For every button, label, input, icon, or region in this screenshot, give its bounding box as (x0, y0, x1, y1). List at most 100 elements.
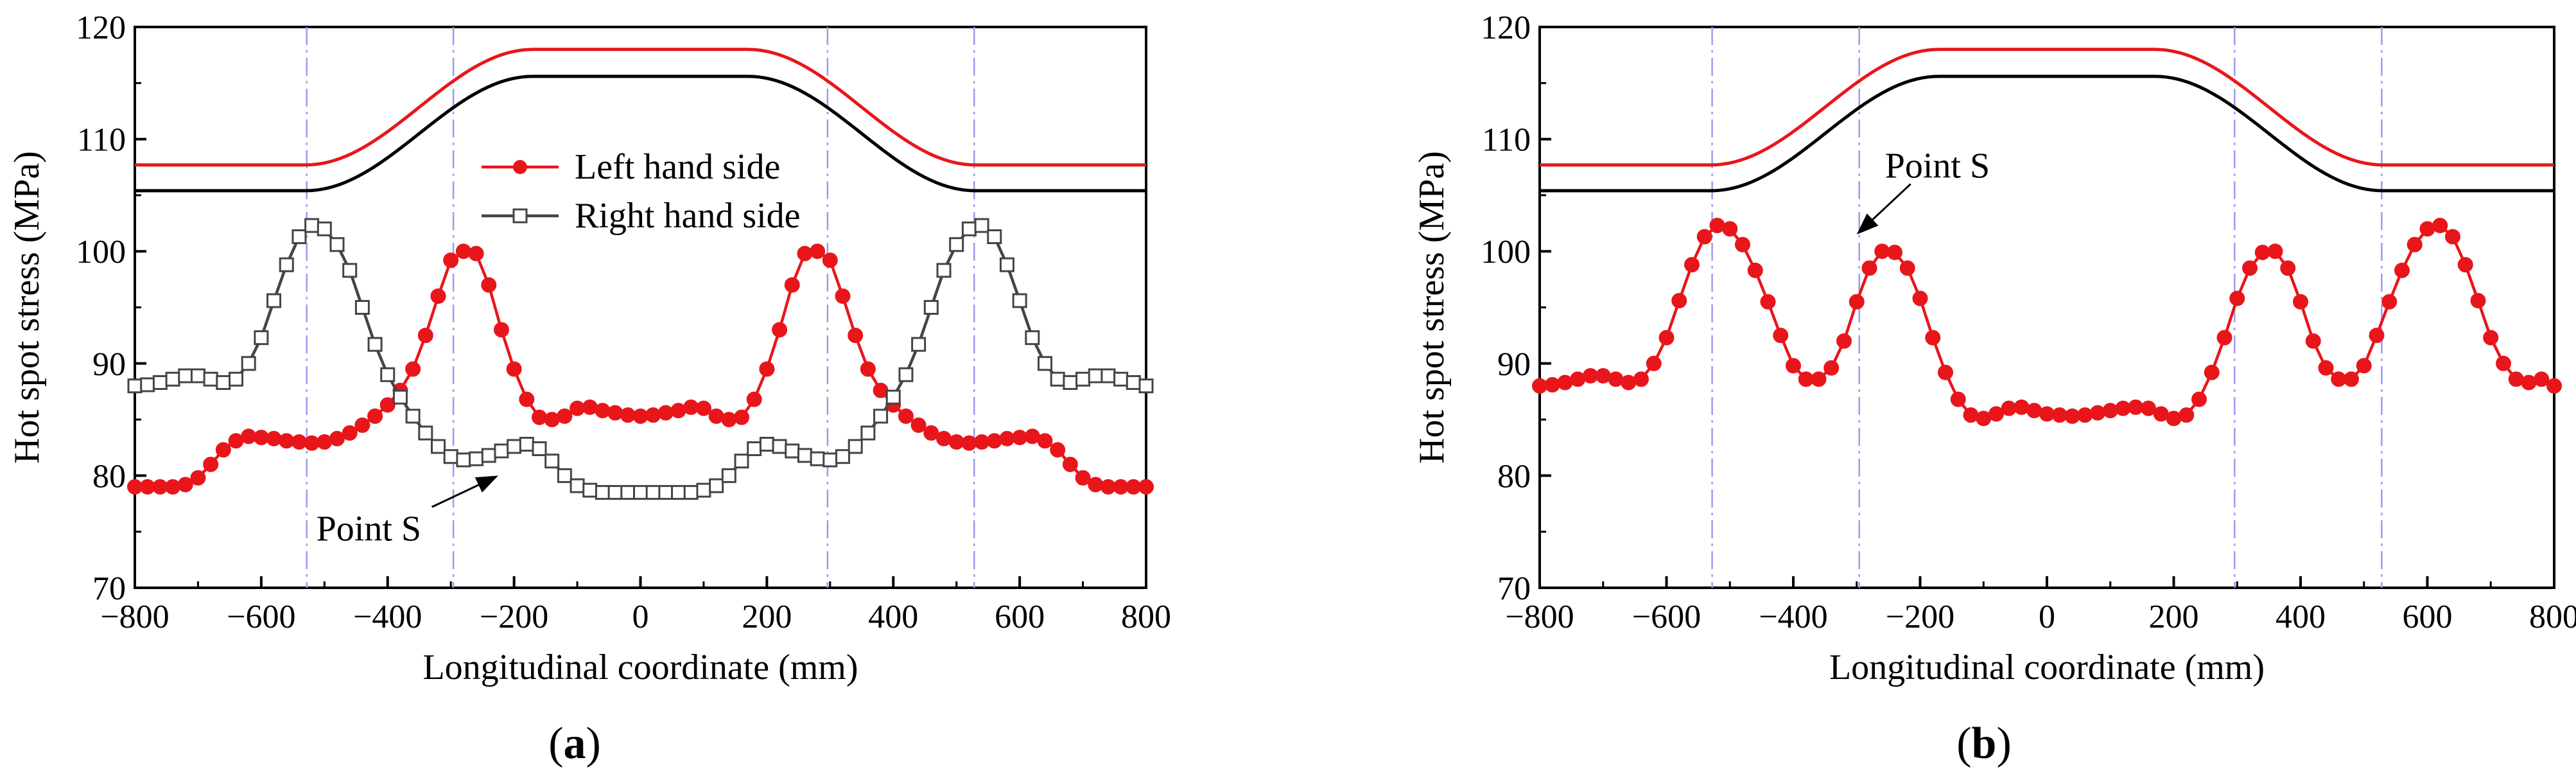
data-point (2470, 293, 2486, 309)
x-tick-label: 600 (2403, 599, 2453, 635)
data-point (1113, 371, 1129, 387)
data-point (354, 417, 370, 433)
schematic-line-red (135, 48, 1146, 167)
data-point (1747, 262, 1763, 278)
data-point (2102, 403, 2118, 419)
data-point (986, 433, 1002, 449)
annotation-arrowhead (1856, 213, 1879, 235)
data-point (911, 337, 927, 352)
data-point (1088, 477, 1104, 493)
data-point (2179, 407, 2195, 423)
data-point (1583, 368, 1598, 384)
chart-panel-b: −800 −600 −400 −200 0 200 400 600 800 70 80 90 100 11… (1412, 10, 2576, 768)
data-point (2001, 400, 2017, 416)
data-point (2305, 333, 2321, 349)
data-point (683, 485, 699, 500)
data-point (2521, 375, 2537, 391)
y-tick-label: 110 (77, 122, 126, 159)
data-point (1025, 330, 1040, 346)
y-tick-label: 100 (1481, 234, 1531, 270)
schematic-line-black (1540, 75, 2554, 193)
x-tick-label: −200 (480, 599, 548, 635)
data-point (266, 430, 282, 446)
data-point (468, 245, 484, 261)
data-point (469, 451, 484, 466)
data-point (1646, 355, 1662, 371)
data-point (2331, 371, 2347, 387)
data-point (1735, 236, 1750, 252)
data-point (2166, 410, 2182, 427)
data-point (481, 277, 497, 293)
y-tick-label: 90 (92, 346, 126, 383)
data-point (165, 371, 180, 387)
data-point (1038, 356, 1052, 371)
data-point (2508, 371, 2524, 387)
data-point (670, 403, 686, 419)
data-point (229, 371, 243, 387)
data-point (254, 330, 269, 346)
data-point (2090, 405, 2105, 421)
series-right-hand-side (127, 218, 1154, 500)
data-point (2432, 218, 2448, 234)
y-tick-label: 70 (1497, 570, 1531, 607)
schematic-line-black (135, 75, 1146, 193)
data-point (948, 434, 964, 450)
data-point (1126, 375, 1141, 390)
x-tick-label: −600 (227, 599, 295, 635)
data-point (2191, 391, 2207, 407)
data-point (557, 468, 572, 483)
data-point (2318, 360, 2334, 376)
data-point (2406, 236, 2423, 252)
y-tick-label: 120 (1481, 10, 1531, 46)
data-point (1976, 410, 1992, 427)
data-point (595, 485, 610, 500)
data-point (961, 221, 977, 236)
data-point (342, 263, 358, 278)
data-point (2356, 358, 2372, 374)
point-s-annotation: Point S (1856, 146, 1990, 235)
data-point (279, 433, 295, 449)
data-point (532, 409, 547, 425)
data-point (810, 451, 825, 466)
data-point (2128, 399, 2144, 415)
data-point (1633, 371, 1649, 387)
data-point (772, 322, 788, 338)
schematic-line-red (1540, 48, 2554, 167)
data-point (2293, 294, 2308, 310)
data-point (2229, 290, 2245, 306)
data-point (2381, 294, 2398, 310)
data-point (2242, 260, 2258, 276)
annotation-arrow (1872, 183, 1911, 220)
data-point (317, 434, 333, 450)
data-point (1063, 375, 1078, 390)
data-point (657, 405, 674, 421)
data-point (1050, 442, 1066, 458)
data-point (379, 397, 396, 413)
panel-label: (b) (1956, 719, 2012, 768)
data-point (709, 478, 724, 493)
data-point (582, 482, 598, 498)
data-point (873, 409, 889, 424)
data-point (367, 337, 383, 352)
data-point (1811, 371, 1827, 387)
data-point (544, 454, 560, 469)
data-point (1696, 229, 1712, 245)
data-point (2457, 257, 2473, 273)
data-point (1557, 375, 1573, 391)
data-point (532, 441, 547, 456)
data-point (885, 389, 901, 405)
data-point (2254, 244, 2270, 260)
data-point (456, 452, 471, 468)
data-point (493, 322, 509, 338)
plot-frame (1538, 26, 2555, 589)
data-point (2153, 406, 2169, 422)
data-point (632, 408, 648, 424)
data-point (1101, 368, 1116, 384)
data-point (1912, 290, 1928, 306)
data-point (1925, 330, 1941, 346)
data-point (1138, 479, 1154, 495)
data-point (2064, 408, 2080, 424)
data-point (405, 361, 421, 377)
data-point (835, 288, 851, 304)
